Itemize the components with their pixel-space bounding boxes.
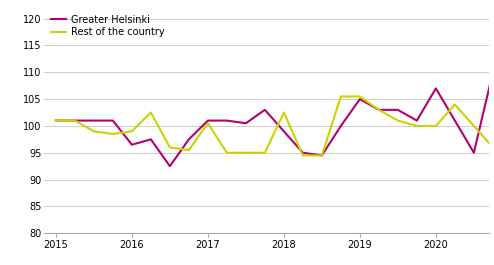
Greater Helsinki (262, 108, 268, 112)
Rest of the country (338, 95, 344, 98)
Greater Helsinki (414, 119, 420, 122)
Rest of the country (471, 124, 477, 127)
Rest of the country (490, 146, 494, 149)
Greater Helsinki (167, 165, 173, 168)
Rest of the country (433, 124, 439, 127)
Rest of the country (148, 111, 154, 114)
Greater Helsinki (490, 71, 494, 74)
Rest of the country (395, 119, 401, 122)
Line: Greater Helsinki: Greater Helsinki (56, 21, 494, 166)
Greater Helsinki (205, 119, 211, 122)
Rest of the country (53, 119, 59, 122)
Greater Helsinki (338, 124, 344, 127)
Legend: Greater Helsinki, Rest of the country: Greater Helsinki, Rest of the country (49, 13, 166, 39)
Greater Helsinki (224, 119, 230, 122)
Greater Helsinki (433, 87, 439, 90)
Rest of the country (110, 132, 116, 136)
Greater Helsinki (129, 143, 135, 146)
Rest of the country (262, 151, 268, 154)
Greater Helsinki (452, 119, 458, 122)
Greater Helsinki (148, 138, 154, 141)
Greater Helsinki (186, 138, 192, 141)
Rest of the country (129, 130, 135, 133)
Greater Helsinki (357, 98, 363, 101)
Rest of the country (205, 122, 211, 125)
Greater Helsinki (110, 119, 116, 122)
Rest of the country (376, 108, 382, 112)
Greater Helsinki (72, 119, 78, 122)
Greater Helsinki (281, 130, 287, 133)
Rest of the country (414, 124, 420, 127)
Rest of the country (186, 148, 192, 152)
Greater Helsinki (319, 154, 325, 157)
Greater Helsinki (243, 122, 249, 125)
Rest of the country (357, 95, 363, 98)
Rest of the country (281, 111, 287, 114)
Greater Helsinki (300, 151, 306, 154)
Rest of the country (224, 151, 230, 154)
Greater Helsinki (53, 119, 59, 122)
Greater Helsinki (471, 151, 477, 154)
Greater Helsinki (91, 119, 97, 122)
Rest of the country (300, 154, 306, 157)
Greater Helsinki (395, 108, 401, 112)
Rest of the country (91, 130, 97, 133)
Line: Rest of the country: Rest of the country (56, 96, 494, 164)
Greater Helsinki (376, 108, 382, 112)
Rest of the country (243, 151, 249, 154)
Rest of the country (167, 146, 173, 149)
Rest of the country (72, 119, 78, 122)
Rest of the country (452, 103, 458, 106)
Rest of the country (319, 154, 325, 157)
